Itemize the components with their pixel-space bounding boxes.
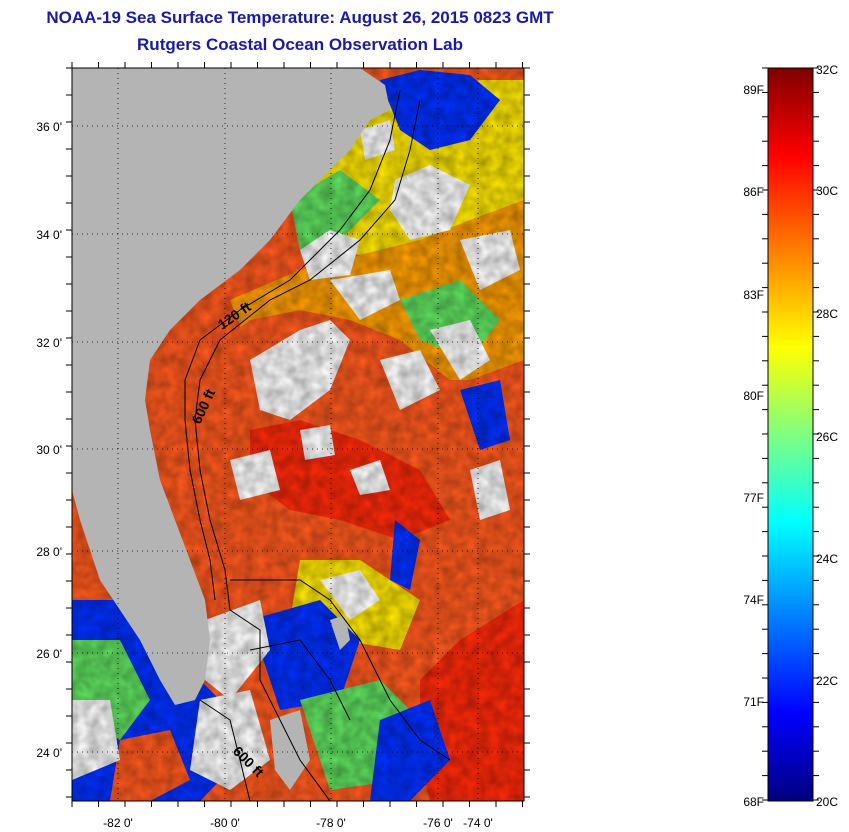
map-title: NOAA-19 Sea Surface Temperature: August …: [46, 8, 554, 27]
map-panel: 120 ft 600 ft 600 ft: [72, 68, 524, 801]
graticule: [72, 68, 524, 801]
lon-label-74: -74 0': [463, 816, 493, 830]
lat-label-32: 32 0': [36, 336, 62, 350]
map-frame: [71, 67, 525, 802]
colorbar-label-30c: 30C: [816, 184, 838, 198]
lon-label-78: -78 0': [316, 816, 346, 830]
lat-label-26: 26 0': [36, 647, 62, 661]
lat-label-28: 28 0': [36, 545, 62, 559]
colorbar-label-74f: 74F: [743, 593, 764, 607]
colorbar-label-68f: 68F: [743, 795, 764, 809]
lon-label-76: -76 0': [423, 816, 453, 830]
lat-label-36: 36 0': [36, 120, 62, 134]
colorbar-label-86f: 86F: [743, 185, 764, 199]
lon-label-82: -82 0': [103, 816, 133, 830]
colorbar-label-24c: 24C: [816, 552, 838, 566]
colorbar: 32C 30C 28C 26C 24C 22C 20C 89F 86F 83F …: [743, 63, 838, 809]
colorbar-label-80f: 80F: [743, 389, 764, 403]
axis-ticks: [66, 62, 530, 807]
land-region: [270, 710, 310, 790]
lon-label-80: -80 0': [210, 816, 240, 830]
lat-label-24: 24 0': [36, 746, 62, 760]
colorbar-label-83f: 83F: [743, 288, 764, 302]
colorbar-label-28c: 28C: [816, 307, 838, 321]
colorbar-gradient: [767, 67, 814, 802]
bathymetry-contours: [184, 89, 451, 801]
map-subtitle: Rutgers Coastal Ocean Observation Lab: [137, 35, 463, 54]
colorbar-label-26c: 26C: [816, 430, 838, 444]
colorbar-label-77f: 77F: [743, 491, 764, 505]
colorbar-label-71f: 71F: [743, 695, 764, 709]
lat-label-34: 34 0': [36, 228, 62, 242]
colorbar-label-20c: 20C: [816, 795, 838, 809]
colorbar-label-22c: 22C: [816, 674, 838, 688]
lat-label-30: 30 0': [36, 443, 62, 457]
colorbar-label-89f: 89F: [743, 83, 764, 97]
land-region: [330, 615, 350, 650]
colorbar-label-32c: 32C: [816, 63, 838, 77]
land-region: [72, 68, 390, 705]
longitude-axis: -82 0' -80 0' -78 0' -76 0' -74 0': [103, 816, 493, 830]
land-mass: [72, 68, 390, 790]
latitude-axis: 36 0' 34 0' 32 0' 30 0' 28 0' 26 0' 24 0…: [36, 120, 62, 760]
